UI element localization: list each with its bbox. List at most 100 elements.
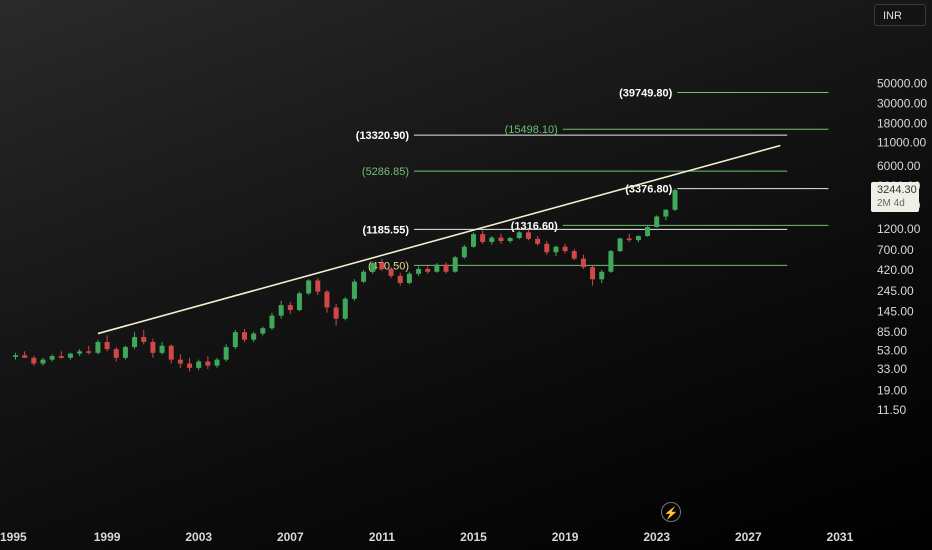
candle-body [351, 281, 357, 299]
candle [617, 237, 623, 253]
candle [95, 339, 101, 355]
level-label: (39749.80) [619, 87, 673, 99]
candle-body [49, 356, 55, 360]
candle-body [187, 363, 193, 368]
candle-body [58, 356, 64, 358]
y-tick-label: 11000.00 [877, 136, 926, 150]
candle [122, 345, 128, 360]
candle [196, 359, 202, 371]
candle [132, 332, 138, 350]
y-tick-label: 11.50 [877, 403, 906, 417]
candle-body [278, 305, 284, 316]
x-tick-label: 2015 [460, 530, 487, 544]
candle-body [296, 293, 302, 311]
candle-body [645, 227, 651, 237]
candle-body [498, 237, 504, 242]
candle [535, 236, 541, 246]
candle [214, 357, 220, 368]
level-label: (1185.55) [363, 224, 410, 236]
candle-body [580, 258, 586, 268]
candle [635, 235, 641, 243]
candle [150, 338, 156, 358]
candle-body [104, 342, 110, 350]
candle [187, 357, 193, 372]
candle-body [672, 190, 678, 210]
candle [507, 236, 513, 243]
candle-body [535, 238, 541, 244]
candle-body [608, 251, 614, 272]
candle-body [654, 216, 660, 228]
x-tick-label: 2031 [827, 530, 854, 544]
currency-selector[interactable]: INR [874, 4, 926, 26]
candle-body [150, 342, 156, 353]
candle [580, 254, 586, 269]
candle [351, 279, 357, 301]
y-tick-label: 420.00 [877, 263, 914, 277]
candle [406, 271, 412, 285]
candle-body [40, 359, 46, 364]
candle-body [196, 361, 202, 368]
candle [287, 301, 293, 315]
candle [471, 232, 476, 248]
candle [599, 269, 605, 283]
candle [22, 351, 28, 358]
candle-body [122, 347, 128, 358]
candle [141, 329, 147, 345]
candle [562, 243, 568, 254]
candle [58, 351, 64, 359]
candle-body [544, 243, 550, 253]
candle [525, 229, 531, 241]
candle-body [223, 347, 229, 360]
x-tick-label: 1999 [94, 530, 121, 544]
candle-body [287, 305, 293, 311]
candle [388, 267, 394, 279]
y-tick-label: 19.00 [877, 384, 907, 398]
candle-body [553, 246, 559, 253]
candle [516, 230, 522, 240]
x-tick-label: 2011 [369, 530, 395, 544]
candle [416, 266, 422, 276]
candle-body [489, 237, 495, 242]
x-tick-label: 2003 [185, 530, 212, 544]
candle-body [663, 209, 669, 217]
y-tick-label: 245.00 [877, 284, 914, 298]
candle [397, 272, 403, 286]
candle-body [406, 273, 412, 283]
y-tick-label: 1200.00 [877, 222, 921, 236]
candle [498, 233, 504, 244]
x-tick-label: 1995 [0, 530, 27, 544]
candle-body [232, 332, 238, 348]
candle-body [205, 361, 211, 366]
candle [608, 249, 614, 273]
candle [645, 225, 651, 237]
candle [489, 236, 495, 245]
y-tick-label: 30000.00 [877, 96, 927, 110]
bar-countdown: 2M 4d [877, 198, 905, 209]
candle-body [242, 332, 247, 340]
candle-body [379, 263, 385, 269]
lightning-icon[interactable]: ⚡ [661, 502, 681, 522]
candle-body [86, 351, 92, 353]
candle [571, 248, 577, 261]
candle [113, 347, 119, 362]
level-label: (1316.60) [511, 220, 558, 232]
x-tick-label: 2019 [552, 530, 579, 544]
candle [40, 357, 46, 366]
x-tick-label: 2027 [735, 530, 762, 544]
candle [590, 265, 596, 286]
candle-body [480, 234, 486, 242]
candle-body [626, 238, 632, 241]
candle-body [516, 232, 522, 239]
candle [443, 262, 449, 274]
level-label: (13320.90) [356, 130, 410, 142]
candle [626, 233, 632, 242]
candle-body [168, 345, 174, 360]
candle [663, 209, 669, 221]
candle [654, 215, 660, 228]
candle-body [388, 268, 394, 276]
level-label: (5286.85) [362, 166, 409, 178]
candle [251, 331, 257, 343]
candle-body [471, 234, 476, 247]
candle-body [22, 355, 28, 358]
